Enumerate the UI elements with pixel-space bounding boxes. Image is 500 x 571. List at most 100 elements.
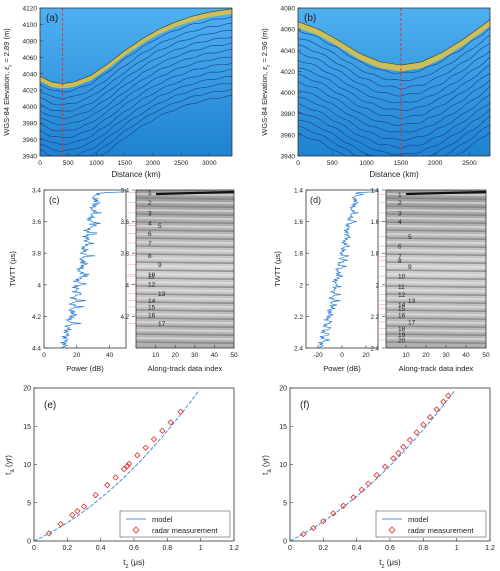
layer-number: 14 [148, 298, 156, 305]
panel-c-radargram-y-ticks: 3.4 3.6 3.8 4 4.2 [121, 189, 135, 321]
x-tick-label: 0.6 [129, 545, 139, 552]
x-tick-label: 2500 [462, 160, 477, 167]
layer-number: 15 [148, 304, 156, 311]
radargram-stripe [135, 265, 235, 268]
panel-c-x-ticks: 0 20 40 [42, 345, 114, 359]
layer-number: 12 [148, 282, 156, 289]
y-tick-label: 4120 [23, 6, 38, 13]
layer-number: 10 [148, 272, 156, 279]
measurement-point [112, 474, 119, 481]
radargram-stripe [135, 197, 235, 200]
radargram-stripe [385, 213, 487, 216]
radargram-stripe [135, 241, 235, 244]
measurement-point [300, 530, 307, 538]
internal-layer [39, 36, 233, 112]
radargram-stripe [135, 321, 235, 324]
x-tick-label: 10 [402, 352, 410, 359]
measurement-point [426, 413, 434, 421]
x-tick-label: 1 [199, 545, 203, 552]
x-tick-label: 1500 [117, 160, 132, 167]
internal-layer [297, 94, 491, 141]
radargram-surface-echo [155, 190, 235, 196]
measurement-point [395, 449, 402, 457]
radargram-stripe [385, 193, 487, 196]
surface-line [39, 8, 233, 84]
panel-e-legend: model radar measurement [119, 510, 231, 538]
radargram-stripe [385, 329, 487, 332]
panel-a-xlabel: Distance (km) [111, 170, 161, 179]
radargram-stripe [135, 313, 235, 316]
y-tick-label: 1.6 [371, 220, 380, 226]
x-tick-label: 2500 [174, 160, 189, 167]
radargram-stripe [135, 221, 235, 224]
layer-number: 4 [148, 221, 152, 228]
measurement-point [69, 511, 76, 519]
x-tick-label: 2000 [146, 160, 161, 167]
layer-number: 13 [158, 291, 166, 298]
y-tick-label: 0 [283, 539, 287, 546]
layer-number: 16 [148, 312, 156, 319]
internal-layer [297, 56, 491, 104]
panel-e-label: (e) [44, 400, 56, 411]
radargram-stripe [385, 301, 487, 304]
x-tick-label: 50 [482, 352, 490, 359]
panel-e-legend-measurement: radar measurement [152, 526, 218, 535]
radargram-stripe [135, 213, 235, 216]
x-tick-label: 1 [455, 545, 459, 552]
x-tick-label: 30 [191, 352, 199, 359]
radargram-stripe [135, 273, 235, 276]
panel-e-legend-model: model [152, 515, 173, 524]
y-tick-label: 3980 [281, 111, 296, 118]
x-tick-label: 2000 [428, 160, 443, 167]
layer-number: 6 [398, 244, 402, 251]
y-tick-label: 4.2 [121, 315, 130, 321]
measurement-point [124, 462, 131, 470]
layer-number: 15 [398, 306, 406, 313]
y-tick-label: 1.8 [371, 252, 380, 258]
x-tick-label: 40 [106, 352, 114, 359]
y-tick-label: 3.6 [121, 220, 130, 226]
radargram-stripe [385, 269, 487, 272]
panel-a-plot-bg [40, 8, 232, 156]
radargram-stripe [385, 257, 487, 260]
measurement-point [310, 524, 317, 532]
panel-f-legend-model: model [408, 515, 429, 524]
layer-number: 5 [408, 234, 412, 241]
layer-number: 19 [398, 332, 406, 339]
x-tick-label: 0 [38, 160, 42, 167]
radargram-stripe [385, 225, 487, 228]
radargram-stripe [135, 289, 235, 292]
y-tick-label: 3980 [23, 121, 38, 128]
radargram-stripe [385, 293, 487, 296]
radargram-stripe [135, 277, 235, 280]
y-tick-label: 4020 [23, 88, 38, 95]
radargram-stripe [385, 321, 487, 324]
y-tick-label: 3.4 [121, 189, 130, 195]
radargram-stripe [135, 201, 235, 204]
x-tick-label: -20 [313, 352, 323, 359]
y-tick-label: 20 [23, 386, 31, 393]
measurement-point [150, 436, 158, 443]
x-tick-label: 0.6 [385, 545, 395, 552]
radargram-stripe [385, 233, 487, 236]
y-tick-label: 4.2 [32, 314, 41, 321]
radargram-stripe [385, 305, 487, 308]
measurement-point [340, 502, 347, 509]
radargram-stripe [385, 317, 487, 320]
radargram-stripe [385, 273, 487, 276]
panel-d-ylabel: TWTT (μs) [273, 251, 282, 287]
y-tick-label: 15 [23, 424, 31, 431]
x-tick-label: 500 [327, 160, 338, 167]
y-tick-label: 10 [23, 462, 31, 469]
internal-layer [297, 102, 491, 149]
x-tick-label: 1.2 [229, 545, 239, 552]
panel-e-y-ticks: 0 5 10 15 20 [23, 386, 37, 546]
radargram-stripe [385, 201, 487, 204]
panel-e-xlabel: tz (μs) [123, 558, 145, 570]
x-tick-label: 1000 [359, 160, 374, 167]
radargram-stripe [385, 281, 487, 284]
panel-c-radargram-stripes [135, 190, 235, 344]
